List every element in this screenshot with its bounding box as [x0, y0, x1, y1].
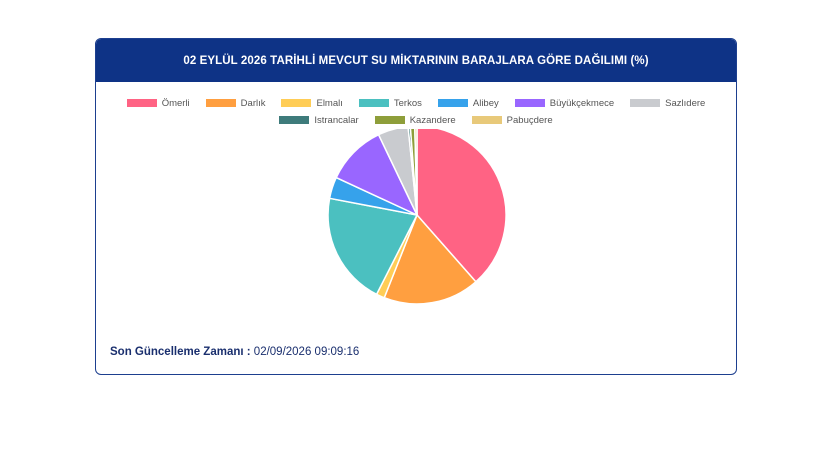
- legend-label: Pabuçdere: [506, 114, 553, 126]
- legend-label: Terkos: [393, 97, 422, 109]
- pie-slice[interactable]: [416, 129, 507, 283]
- chart-title: 02 EYLÜL 2026 TARİHLİ MEVCUT SU MİKTARIN…: [183, 54, 649, 67]
- legend-item[interactable]: Ömerli: [126, 97, 190, 109]
- legend-swatch: [437, 99, 468, 107]
- last-update-label: Son Güncelleme Zamanı :: [110, 346, 251, 358]
- legend-swatch: [279, 116, 310, 124]
- legend-label: Kazandere: [409, 114, 456, 126]
- pie-slice[interactable]: [414, 129, 418, 216]
- pie-slice[interactable]: [383, 213, 477, 305]
- pie-chart-area: [96, 129, 736, 314]
- pie-slice[interactable]: [327, 197, 419, 296]
- legend-item[interactable]: Terkos: [358, 97, 422, 109]
- legend-item[interactable]: Elmalı: [281, 97, 343, 109]
- pie-chart: [327, 129, 507, 305]
- legend-item[interactable]: Darlık: [205, 97, 266, 109]
- last-update-value: 02/09/2026 09:09:16: [253, 346, 360, 358]
- legend-swatch: [630, 99, 661, 107]
- chart-legend: Ömerli Darlık Elmalı Terkos Alibey Büyükçekme…: [96, 97, 736, 126]
- last-update: Son Güncelleme Zamanı : 02/09/2026 09:09…: [110, 346, 359, 358]
- legend-item[interactable]: Sazlıdere: [630, 97, 705, 109]
- legend-swatch: [126, 99, 157, 107]
- legend-swatch: [205, 99, 236, 107]
- legend-label: Istrancalar: [314, 114, 359, 126]
- chart-card: 02 EYLÜL 2026 TARİHLİ MEVCUT SU MİKTARIN…: [95, 38, 737, 375]
- legend-item[interactable]: Pabuçdere: [471, 114, 553, 126]
- legend-item[interactable]: Istrancalar: [279, 114, 359, 126]
- legend-label: Ömerli: [161, 97, 190, 109]
- card-header: 02 EYLÜL 2026 TARİHLİ MEVCUT SU MİKTARIN…: [96, 39, 736, 82]
- legend-item[interactable]: Alibey: [437, 97, 499, 109]
- legend-swatch: [514, 99, 545, 107]
- legend-swatch: [471, 116, 502, 124]
- pie-slice[interactable]: [377, 129, 418, 216]
- legend-item[interactable]: Büyükçekmece: [514, 97, 615, 109]
- legend-label: Alibey: [472, 97, 499, 109]
- legend-swatch: [281, 99, 312, 107]
- legend-label: Sazlıdere: [665, 97, 706, 109]
- legend-label: Büyükçekmece: [549, 97, 615, 109]
- legend-swatch: [374, 116, 405, 124]
- legend-label: Darlık: [240, 97, 266, 109]
- legend-swatch: [358, 99, 389, 107]
- legend-item[interactable]: Kazandere: [374, 114, 456, 126]
- legend-label: Elmalı: [316, 97, 343, 109]
- pie-slice[interactable]: [409, 129, 418, 216]
